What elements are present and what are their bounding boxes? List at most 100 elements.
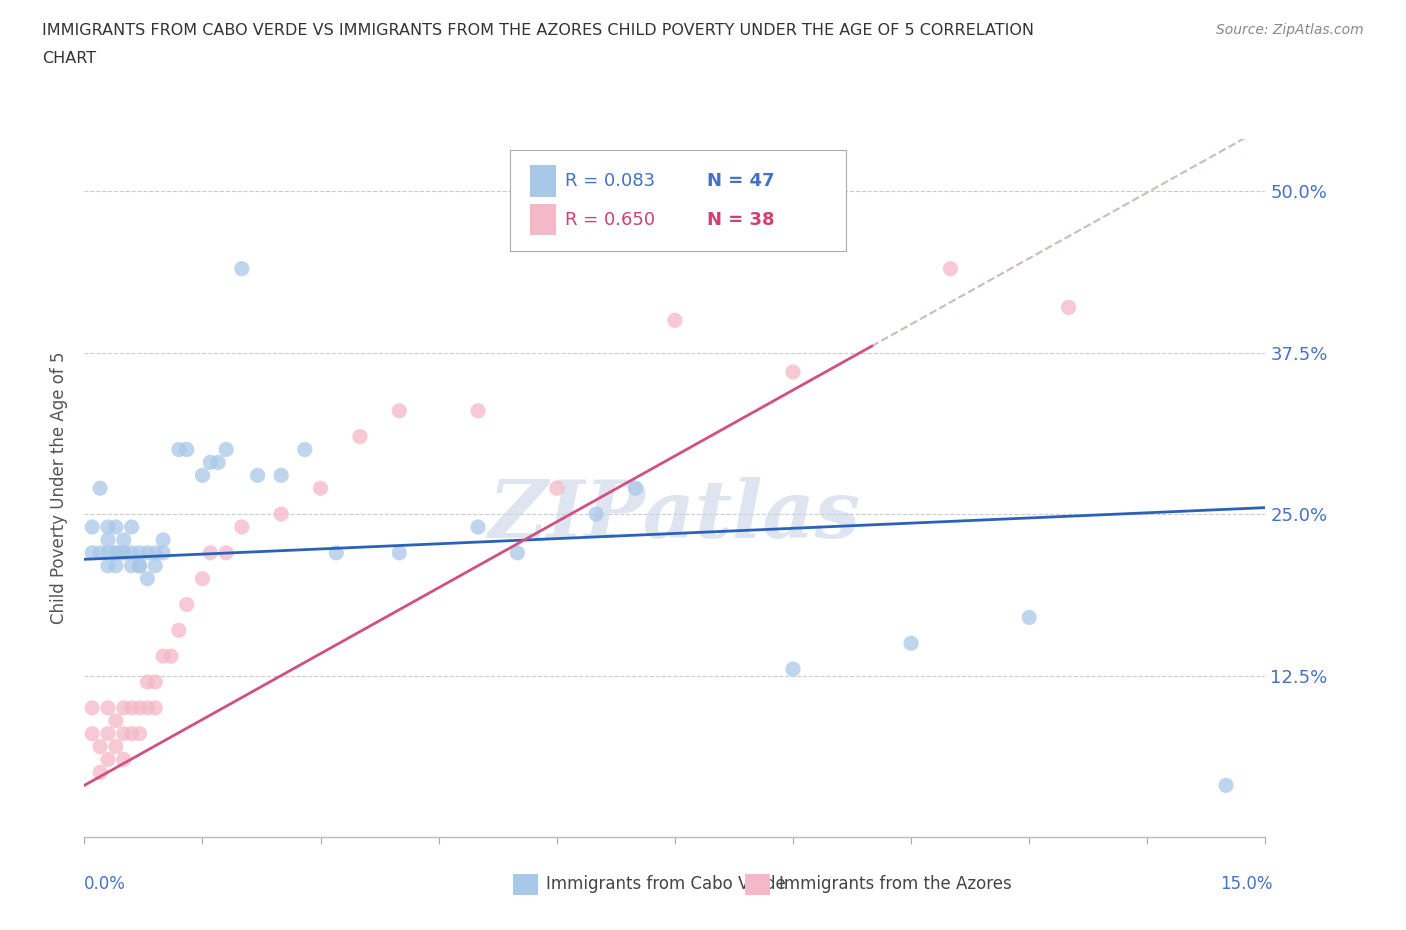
Point	[128, 558, 150, 573]
Bar	[530, 204, 555, 235]
Point	[128, 558, 150, 573]
Point	[97, 700, 120, 715]
Point	[467, 520, 489, 535]
Point	[294, 442, 316, 457]
Point	[200, 545, 222, 560]
Point	[900, 636, 922, 651]
Point	[270, 468, 292, 483]
Point	[231, 520, 253, 535]
Text: CHART: CHART	[42, 51, 96, 66]
Text: N = 47: N = 47	[707, 172, 775, 190]
Point	[246, 468, 269, 483]
Text: R = 0.083: R = 0.083	[565, 172, 655, 190]
Point	[89, 739, 111, 754]
Point	[82, 545, 104, 560]
Point	[167, 442, 190, 457]
Point	[89, 545, 111, 560]
Bar	[745, 874, 770, 895]
Point	[1215, 777, 1237, 792]
Point	[82, 520, 104, 535]
Point	[624, 481, 647, 496]
Text: N = 38: N = 38	[707, 211, 775, 229]
Point	[1057, 300, 1080, 315]
Point	[112, 752, 135, 767]
Point	[1018, 610, 1040, 625]
Point	[104, 545, 127, 560]
Point	[128, 726, 150, 741]
Point	[121, 520, 143, 535]
Point	[152, 533, 174, 548]
Point	[82, 726, 104, 741]
Text: Immigrants from the Azores: Immigrants from the Azores	[779, 875, 1012, 894]
Point	[467, 404, 489, 418]
Point	[128, 545, 150, 560]
Point	[121, 700, 143, 715]
FancyBboxPatch shape	[509, 150, 846, 251]
Point	[112, 533, 135, 548]
Point	[152, 649, 174, 664]
Point	[349, 429, 371, 444]
Point	[112, 545, 135, 560]
Point	[136, 700, 159, 715]
Point	[191, 571, 214, 586]
Text: 15.0%: 15.0%	[1220, 875, 1272, 894]
Text: IMMIGRANTS FROM CABO VERDE VS IMMIGRANTS FROM THE AZORES CHILD POVERTY UNDER THE: IMMIGRANTS FROM CABO VERDE VS IMMIGRANTS…	[42, 23, 1035, 38]
Point	[104, 713, 127, 728]
Point	[143, 558, 166, 573]
Point	[207, 455, 229, 470]
Point	[112, 700, 135, 715]
Point	[97, 558, 120, 573]
Point	[215, 442, 238, 457]
Point	[97, 752, 120, 767]
Point	[176, 597, 198, 612]
Point	[215, 545, 238, 560]
Point	[136, 571, 159, 586]
Point	[160, 649, 183, 664]
Point	[388, 404, 411, 418]
Text: Immigrants from Cabo Verde: Immigrants from Cabo Verde	[546, 875, 786, 894]
Bar	[513, 874, 538, 895]
Point	[231, 261, 253, 276]
Point	[143, 674, 166, 689]
Point	[128, 700, 150, 715]
Point	[104, 739, 127, 754]
Point	[176, 442, 198, 457]
Point	[143, 545, 166, 560]
Point	[143, 700, 166, 715]
Point	[89, 481, 111, 496]
Point	[782, 661, 804, 676]
Point	[782, 365, 804, 379]
Point	[388, 545, 411, 560]
Point	[104, 545, 127, 560]
Point	[200, 455, 222, 470]
Point	[121, 558, 143, 573]
Point	[664, 312, 686, 327]
Point	[104, 558, 127, 573]
Text: Source: ZipAtlas.com: Source: ZipAtlas.com	[1216, 23, 1364, 37]
Point	[82, 700, 104, 715]
Point	[585, 507, 607, 522]
Point	[121, 545, 143, 560]
Point	[136, 545, 159, 560]
Point	[191, 468, 214, 483]
Point	[546, 481, 568, 496]
Point	[939, 261, 962, 276]
Point	[121, 726, 143, 741]
Point	[89, 765, 111, 780]
Point	[152, 545, 174, 560]
Y-axis label: Child Poverty Under the Age of 5: Child Poverty Under the Age of 5	[51, 352, 69, 625]
Point	[325, 545, 347, 560]
Text: R = 0.650: R = 0.650	[565, 211, 655, 229]
Point	[112, 545, 135, 560]
Point	[97, 520, 120, 535]
Point	[136, 674, 159, 689]
Point	[97, 545, 120, 560]
Point	[112, 726, 135, 741]
Point	[104, 520, 127, 535]
Point	[97, 533, 120, 548]
Point	[167, 623, 190, 638]
Text: ZIPatlas: ZIPatlas	[489, 477, 860, 555]
Point	[309, 481, 332, 496]
Point	[97, 726, 120, 741]
Point	[270, 507, 292, 522]
